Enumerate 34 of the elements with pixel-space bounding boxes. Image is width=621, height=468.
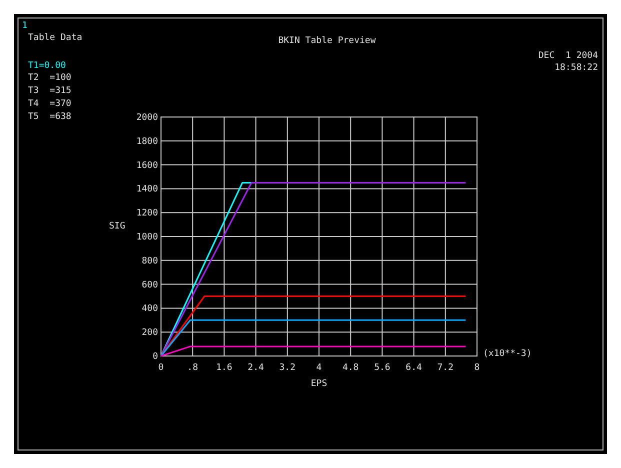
text: T2 =100 xyxy=(28,73,72,83)
text: 1 xyxy=(22,21,28,31)
chart-title: BKIN Table Preview xyxy=(278,36,376,46)
y-axis-title: SIG xyxy=(109,222,126,232)
x-axis-title: EPS xyxy=(310,379,328,389)
text: DEC 1 2004 xyxy=(538,51,598,61)
y-tick-label: 0 xyxy=(152,352,158,362)
y-tick-label: 400 xyxy=(142,304,158,314)
x-tick-label: 4.8 xyxy=(342,363,359,373)
y-tick-label: 1600 xyxy=(136,160,158,171)
x-tick-label: .8 xyxy=(187,363,198,373)
x-tick-label: 4 xyxy=(316,363,322,373)
y-tick-label: 2000 xyxy=(136,113,158,123)
x-tick-label: 5.6 xyxy=(374,363,390,373)
y-tick-label: 1000 xyxy=(136,232,158,242)
text: T3 =315 xyxy=(28,86,72,96)
x-tick-label: 2.4 xyxy=(248,363,264,373)
y-tick-label: 1400 xyxy=(136,184,158,195)
x-tick-label: 7.2 xyxy=(437,363,454,373)
y-tick-label: 200 xyxy=(142,328,158,338)
text: T5 =638 xyxy=(28,112,72,122)
text: 18:58:22 xyxy=(554,63,598,73)
y-tick-label: 1800 xyxy=(136,136,158,147)
x-tick-label: 3.2 xyxy=(279,363,296,373)
text: T1=0.00 xyxy=(28,61,66,71)
text: (x10**-3) xyxy=(483,349,532,359)
x-tick-label: 1.6 xyxy=(216,363,232,373)
y-tick-label: 1200 xyxy=(136,208,158,219)
text: T4 =370 xyxy=(28,99,72,109)
x-tick-label: 6.4 xyxy=(406,363,422,373)
x-tick-label: 8 xyxy=(474,363,480,373)
y-tick-label: 800 xyxy=(142,256,158,266)
y-tick-label: 600 xyxy=(142,280,158,290)
text: Table Data xyxy=(28,33,82,43)
